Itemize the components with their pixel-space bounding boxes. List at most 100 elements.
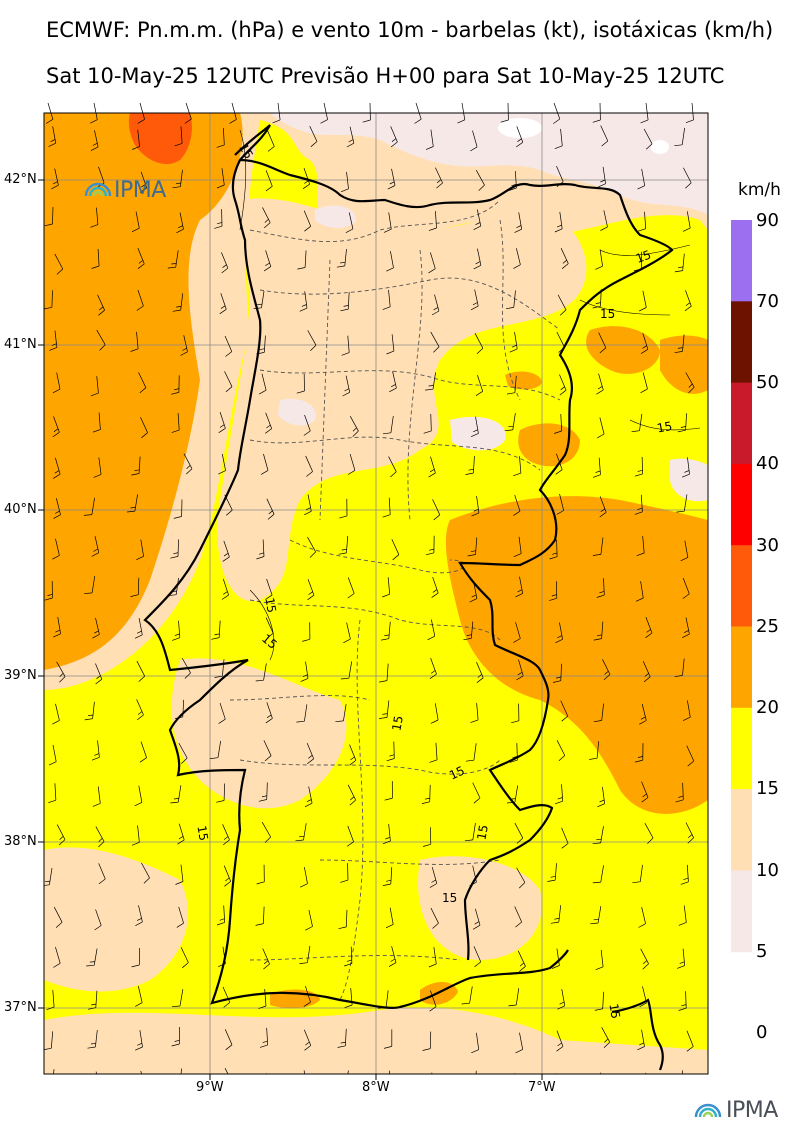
wind-barb	[253, 290, 265, 310]
wind-barb	[263, 250, 272, 272]
wind-barb	[382, 824, 391, 845]
ipma-logo-text: IPMA	[114, 178, 166, 203]
wind-barb	[307, 579, 315, 601]
wind-barb	[633, 251, 642, 272]
wind-barb	[141, 862, 150, 884]
wind-barb	[90, 102, 98, 124]
wind-barb	[305, 455, 313, 477]
wind-barb	[134, 785, 143, 807]
isotach-10-15-region-interior	[217, 198, 587, 602]
wind-barb	[388, 946, 397, 967]
wind-barb	[593, 621, 604, 641]
wind-barb	[97, 294, 105, 316]
wind-barb	[422, 1031, 432, 1051]
wind-barb	[431, 1072, 433, 1074]
wind-barb	[682, 617, 690, 639]
wind-barb	[303, 1029, 312, 1051]
wind-barb	[430, 907, 439, 929]
wind-barb	[388, 1070, 390, 1074]
wind-barb	[126, 494, 138, 513]
wind-barb	[681, 457, 690, 478]
lon-label: 7°W	[528, 1080, 556, 1095]
wind-barb	[96, 329, 106, 351]
wind-barb	[259, 373, 267, 395]
wind-barb	[505, 290, 516, 310]
wind-barb	[346, 825, 354, 847]
wind-barb	[600, 1072, 602, 1074]
contour-label: 15	[236, 141, 256, 161]
colorbar-label: 70	[756, 291, 779, 312]
colorbar-label: 15	[756, 778, 779, 799]
wind-barb	[171, 1027, 180, 1047]
wind-barb	[513, 622, 521, 643]
wind-barb	[90, 207, 99, 228]
map-plot-area: 15 15 15 15 15 15 15 15 15 15 15 15	[44, 113, 708, 1074]
wind-barb	[167, 250, 179, 269]
wind-barb	[677, 948, 686, 969]
wind-barb	[639, 986, 647, 1008]
wind-barb	[337, 1028, 347, 1048]
wind-barb	[429, 867, 438, 888]
wind-barb	[51, 168, 59, 190]
wind-barb	[172, 620, 181, 641]
wind-barb	[180, 947, 189, 969]
wind-barb	[229, 102, 237, 124]
isotach-20-25-small	[505, 371, 542, 390]
wind-barb	[300, 661, 309, 682]
wind-barb	[683, 167, 692, 189]
wind-barb	[87, 1030, 98, 1049]
isotach-20-25-ne	[586, 326, 660, 374]
wind-barb	[423, 827, 432, 847]
wind-barb	[380, 621, 391, 641]
wind-barb	[634, 743, 644, 763]
wind-barb	[473, 946, 482, 968]
wind-barb	[224, 1029, 233, 1051]
wind-barb	[470, 416, 479, 438]
colorbar-label: 50	[756, 372, 779, 393]
wind-barb	[95, 663, 103, 685]
wind-barb	[339, 498, 348, 519]
wind-barb	[421, 784, 431, 804]
wind-barb	[431, 576, 439, 598]
wind-barb	[52, 703, 60, 725]
wind-barb	[595, 249, 603, 270]
wind-barb	[344, 988, 353, 1009]
wind-barb	[685, 372, 695, 394]
axis-ticks	[38, 179, 543, 1080]
isotach-10-15-region-se	[418, 856, 542, 960]
colorbar-label: 30	[756, 535, 779, 556]
wind-barb	[386, 334, 395, 355]
wind-barb	[140, 417, 148, 439]
wind-barb	[388, 456, 397, 478]
wind-barb	[553, 414, 563, 434]
wind-barb	[383, 1029, 393, 1049]
wind-barb	[674, 334, 685, 354]
wind-barb	[171, 375, 180, 395]
wind-barb	[509, 743, 518, 763]
wind-barb	[303, 1070, 305, 1074]
wind-barb	[91, 248, 100, 269]
wind-barb	[556, 1030, 564, 1052]
wind-barb	[255, 663, 267, 682]
wind-barb	[306, 742, 315, 764]
wind-barb	[555, 622, 563, 644]
wind-barb	[259, 1027, 269, 1048]
wind-barb	[597, 786, 606, 808]
wind-barb	[300, 866, 308, 888]
wind-barb	[346, 126, 355, 148]
wind-barb	[474, 333, 484, 354]
lat-label: 37°N	[4, 1000, 37, 1015]
wind-barb	[48, 126, 57, 147]
wind-barb	[637, 168, 646, 190]
wind-barb	[552, 663, 562, 683]
wind-barb	[642, 661, 651, 683]
wind-barb	[262, 207, 271, 229]
wind-barb	[54, 253, 64, 275]
wind-barb	[265, 1073, 267, 1074]
wind-barb	[383, 212, 392, 233]
isotach-20-25-ne2	[660, 335, 708, 394]
wind-barb	[136, 660, 146, 682]
wind-barb	[336, 248, 347, 268]
wind-barb	[560, 248, 569, 269]
